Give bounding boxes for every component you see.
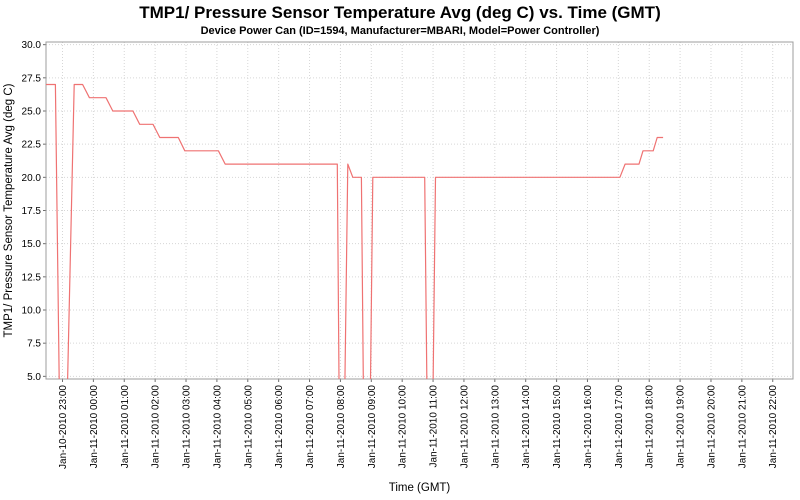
y-tick-label: 30.0 bbox=[22, 40, 42, 51]
x-tick-label: Jan-11-2010 05:00 bbox=[243, 385, 254, 469]
plot-frame bbox=[45, 41, 794, 380]
y-tick-label: 15.0 bbox=[22, 239, 42, 250]
x-tick-label: Jan-11-2010 07:00 bbox=[305, 385, 316, 469]
x-tick-label: Jan-11-2010 04:00 bbox=[212, 385, 223, 469]
temperature-series-line bbox=[46, 83, 664, 379]
y-tick-label: 17.5 bbox=[22, 206, 42, 217]
x-tick-label: Jan-11-2010 02:00 bbox=[151, 385, 162, 469]
x-tick-label: Jan-11-2010 17:00 bbox=[614, 385, 625, 469]
x-tick-label: Jan-11-2010 16:00 bbox=[583, 385, 594, 469]
y-axis-title: TMP1/ Pressure Sensor Temperature Avg (d… bbox=[3, 83, 15, 337]
x-tick-label: Jan-11-2010 08:00 bbox=[336, 385, 347, 469]
x-axis-title: Time (GMT) bbox=[389, 482, 451, 494]
x-tick-label: Jan-11-2010 11:00 bbox=[429, 385, 440, 468]
x-tick-label: Jan-11-2010 13:00 bbox=[490, 385, 501, 469]
x-tick-label: Jan-11-2010 09:00 bbox=[367, 385, 378, 469]
y-tick-label: 7.5 bbox=[27, 339, 41, 350]
x-tick-label: Jan-11-2010 12:00 bbox=[459, 385, 470, 469]
y-tick-label: 27.5 bbox=[22, 73, 42, 84]
x-tick-label: Jan-11-2010 19:00 bbox=[676, 385, 687, 469]
x-tick-label: Jan-11-2010 18:00 bbox=[645, 385, 656, 469]
x-tick-label: Jan-11-2010 14:00 bbox=[521, 385, 532, 469]
chart-subtitle: Device Power Can (ID=1594, Manufacturer=… bbox=[200, 25, 600, 37]
y-tick-label: 10.0 bbox=[22, 306, 42, 317]
y-tick-label: 25.0 bbox=[22, 106, 42, 117]
x-tick-label: Jan-11-2010 03:00 bbox=[182, 385, 193, 469]
x-tick-label: Jan-11-2010 00:00 bbox=[89, 385, 100, 469]
x-tick-label: Jan-10-2010 23:00 bbox=[58, 385, 69, 469]
x-tick-label: Jan-11-2010 06:00 bbox=[274, 385, 285, 469]
x-tick-label: Jan-11-2010 20:00 bbox=[706, 385, 717, 469]
x-tick-label: Jan-11-2010 22:00 bbox=[768, 385, 779, 469]
x-tick-label: Jan-11-2010 15:00 bbox=[552, 385, 563, 469]
chart-title: TMP1/ Pressure Sensor Temperature Avg (d… bbox=[139, 3, 661, 22]
y-tick-label: 20.0 bbox=[22, 173, 42, 184]
y-tick-label: 5.0 bbox=[27, 372, 41, 383]
x-tick-label: Jan-11-2010 21:00 bbox=[737, 385, 748, 469]
y-tick-label: 22.5 bbox=[22, 140, 42, 151]
y-tick-label: 12.5 bbox=[22, 272, 42, 283]
x-tick-label: Jan-11-2010 01:00 bbox=[120, 385, 131, 469]
x-tick-label: Jan-11-2010 10:00 bbox=[398, 385, 409, 469]
